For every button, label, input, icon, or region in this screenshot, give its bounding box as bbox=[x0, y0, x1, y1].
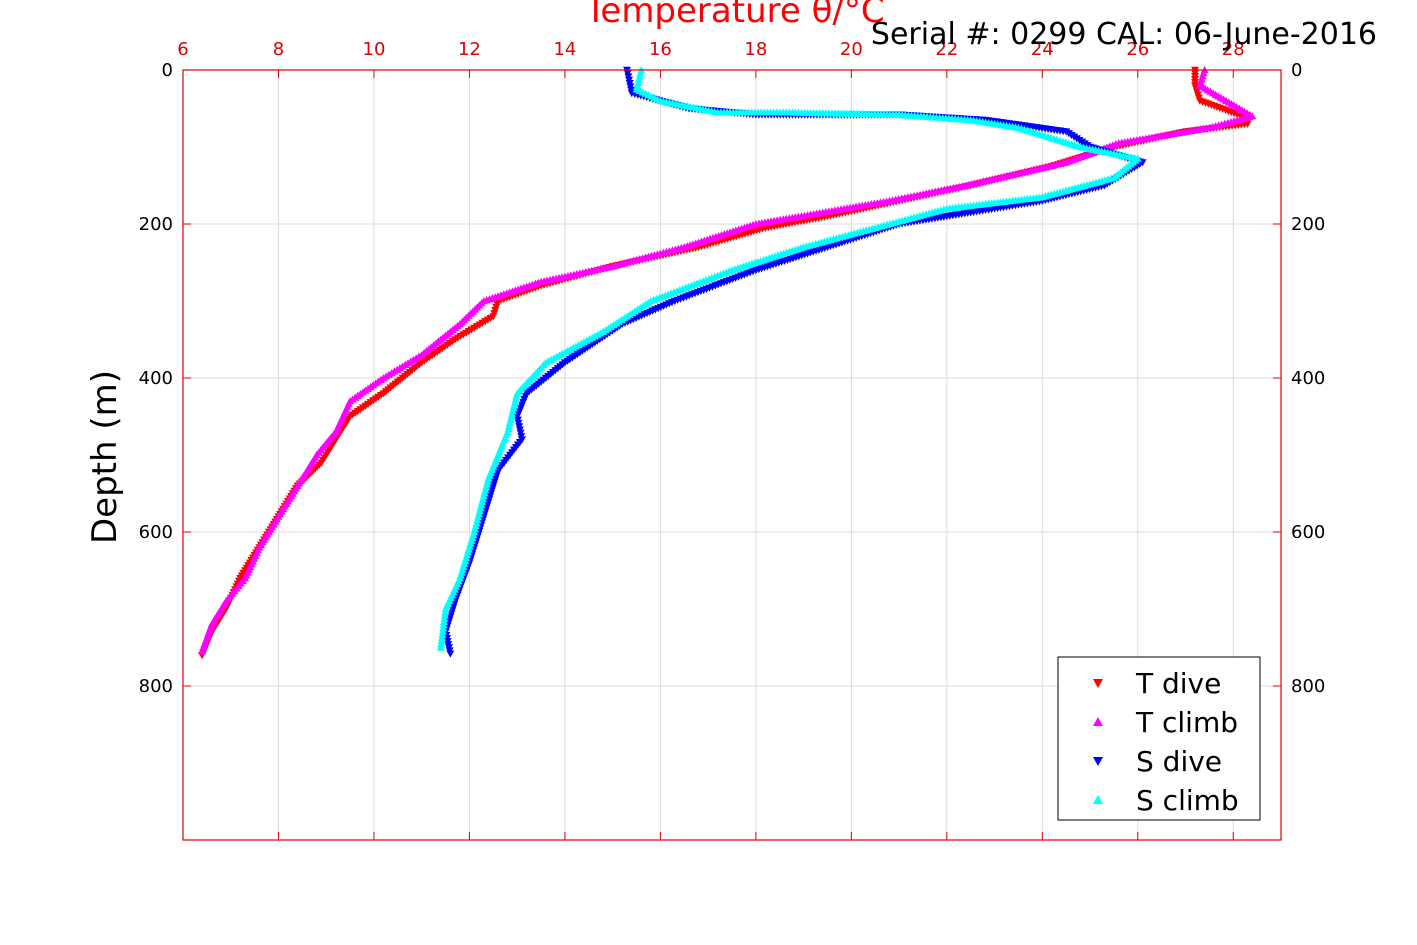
data-point bbox=[436, 643, 445, 651]
x-tick-label: 8 bbox=[273, 39, 284, 60]
data-point bbox=[437, 637, 446, 645]
x-tick-label: 28 bbox=[1222, 39, 1245, 60]
legend-label: T climb bbox=[1135, 706, 1238, 739]
x-tick-label: 6 bbox=[177, 39, 188, 60]
data-point bbox=[446, 650, 455, 658]
legend-box bbox=[1057, 656, 1261, 821]
data-series bbox=[198, 66, 1257, 660]
x-tick-label: 18 bbox=[744, 39, 767, 60]
y-tick-label: 800 bbox=[139, 676, 173, 697]
y-tick-label: 400 bbox=[139, 368, 173, 389]
legend-marker bbox=[1093, 679, 1103, 688]
x-tick-label: 12 bbox=[458, 39, 481, 60]
legend: T dive T climb S dive S climb bbox=[1057, 656, 1261, 821]
y-tick-label-right: 200 bbox=[1291, 214, 1325, 235]
data-point bbox=[439, 621, 448, 629]
data-point bbox=[438, 630, 447, 638]
data-point bbox=[440, 614, 449, 622]
y-axis-label: Depth (m) bbox=[85, 370, 125, 544]
axis-ticks: 6 8 10 12 14 16 18 20 22 24 26 28 0 0 200 200 400 400 600 6… bbox=[139, 39, 1325, 840]
series-t-climb bbox=[198, 66, 1257, 655]
series-s-climb bbox=[436, 66, 1142, 651]
y-tick-label: 200 bbox=[139, 214, 173, 235]
legend-marker bbox=[1093, 757, 1103, 766]
y-tick-label-right: 0 bbox=[1291, 60, 1302, 81]
y-tick-label: 600 bbox=[139, 522, 173, 543]
data-point bbox=[437, 640, 446, 648]
y-tick-label: 0 bbox=[162, 60, 173, 81]
data-point bbox=[198, 647, 207, 655]
x-tick-label: 14 bbox=[553, 39, 576, 60]
legend-marker bbox=[1093, 717, 1103, 726]
x-tick-label: 10 bbox=[363, 39, 386, 60]
data-point bbox=[441, 605, 450, 613]
serial-annotation: Serial #: 0299 CAL: 06-June-2016 bbox=[871, 17, 1377, 52]
chart-title: Temperature θ/°C bbox=[584, 0, 884, 31]
x-tick-label: 26 bbox=[1126, 39, 1149, 60]
data-point bbox=[441, 608, 450, 616]
x-tick-label: 22 bbox=[935, 39, 958, 60]
plot-frame bbox=[182, 69, 1282, 841]
data-point bbox=[437, 633, 446, 642]
data-point bbox=[439, 624, 448, 632]
data-point bbox=[438, 627, 447, 635]
y-tick-label-right: 400 bbox=[1291, 368, 1325, 389]
legend-label: T dive bbox=[1135, 667, 1221, 700]
legend-marker bbox=[1093, 795, 1103, 804]
y-tick-label-right: 800 bbox=[1291, 676, 1325, 697]
y-tick-label-right: 600 bbox=[1291, 522, 1325, 543]
data-point bbox=[439, 617, 448, 626]
data-point bbox=[440, 611, 449, 619]
x-tick-label: 20 bbox=[840, 39, 863, 60]
x-tick-label: 24 bbox=[1031, 39, 1054, 60]
x-tick-label: 16 bbox=[649, 39, 672, 60]
legend-label: S dive bbox=[1136, 745, 1222, 778]
legend-label: S climb bbox=[1136, 784, 1239, 817]
